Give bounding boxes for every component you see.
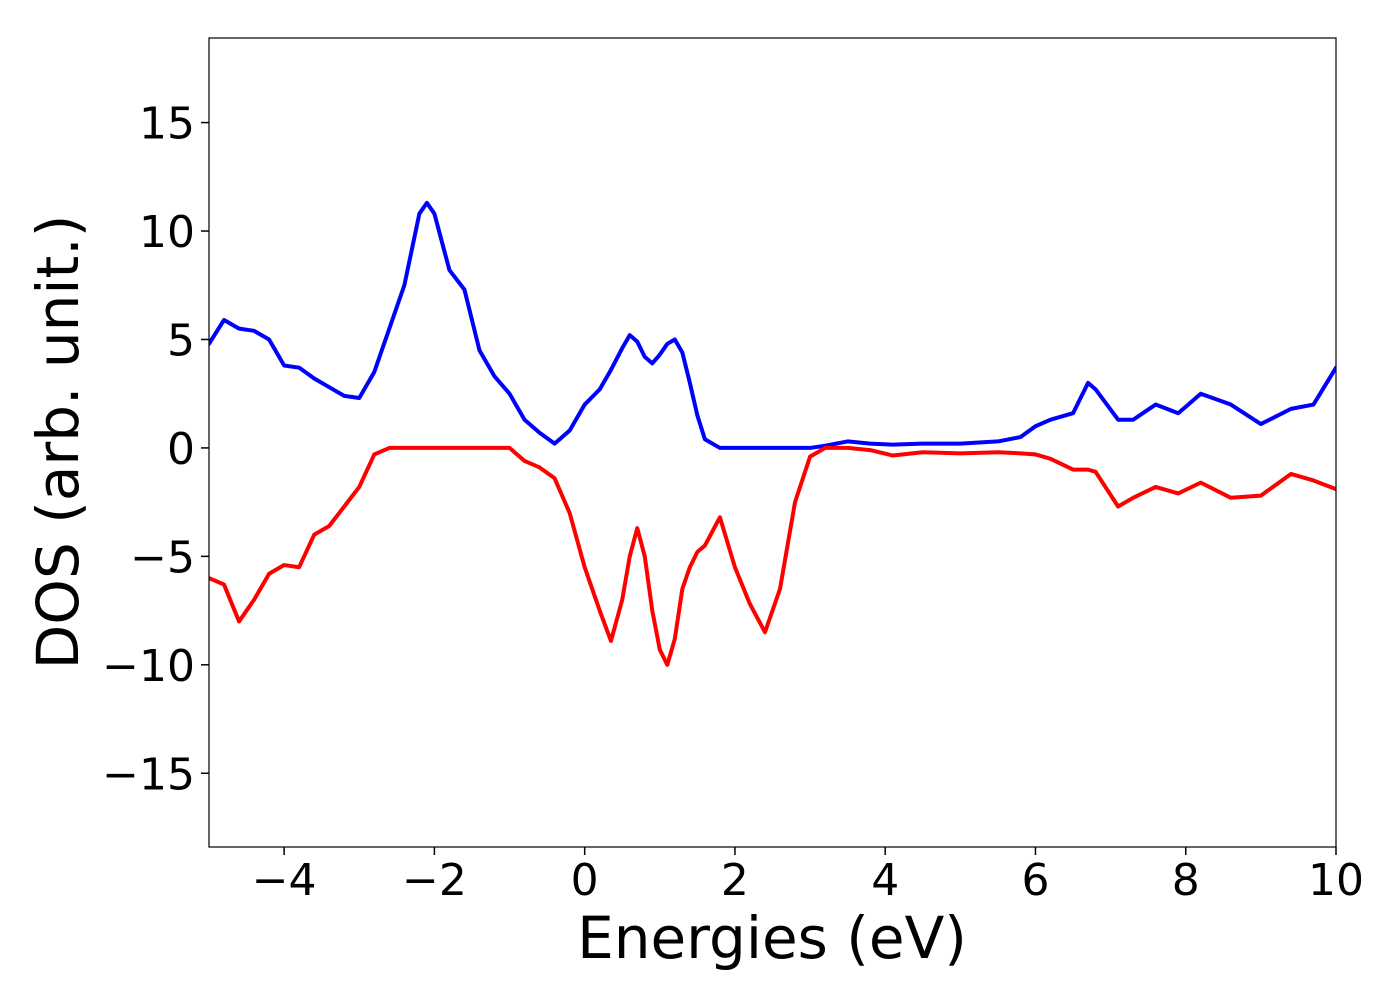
y-tick-label: −15 bbox=[102, 749, 195, 800]
x-tick-label: −2 bbox=[402, 855, 467, 906]
y-axis-label: DOS (arb. unit.) bbox=[24, 215, 92, 670]
x-tick-label: 8 bbox=[1172, 855, 1200, 906]
y-tick-label: 5 bbox=[167, 315, 195, 366]
x-tick-label: 0 bbox=[571, 855, 599, 906]
x-tick-label: 2 bbox=[721, 855, 749, 906]
y-tick-label: 0 bbox=[167, 424, 195, 475]
x-tick-label: 10 bbox=[1308, 855, 1364, 906]
x-tick-label: 6 bbox=[1021, 855, 1049, 906]
dos-line bbox=[209, 445, 1336, 667]
y-tick-label: −10 bbox=[102, 641, 195, 692]
y-tick-label: 10 bbox=[139, 207, 195, 258]
y-tick-label: −5 bbox=[130, 532, 195, 583]
y-tick-label: 15 bbox=[139, 99, 195, 150]
x-tick-label: 4 bbox=[871, 855, 899, 906]
dos-line bbox=[209, 200, 1336, 450]
x-axis-label: Energies (eV) bbox=[577, 904, 967, 972]
plot-frame bbox=[208, 37, 1337, 848]
x-tick-label: −4 bbox=[252, 855, 317, 906]
